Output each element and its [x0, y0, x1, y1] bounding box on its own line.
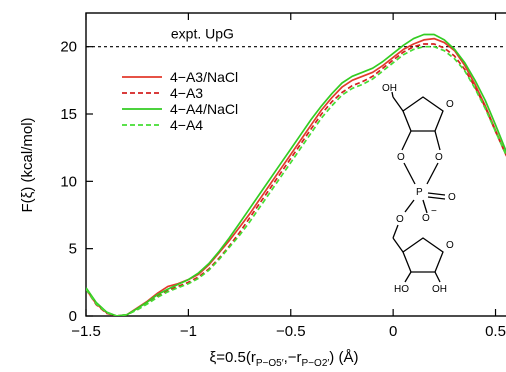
x-tick-label: −1.5 [71, 323, 101, 340]
bottom-ribose-ring [402, 237, 444, 273]
series-line-1 [86, 37, 506, 316]
x-tick-label: 0.5 [485, 323, 506, 340]
top-ribose-ring [402, 96, 444, 132]
series-line-2 [86, 43, 506, 316]
series-line-4 [86, 45, 506, 316]
y-tick-label: 15 [60, 106, 77, 123]
mol-label-o-bridge: O [396, 214, 404, 225]
o1-p-bond [403, 162, 416, 185]
top-ch2-bond [392, 96, 404, 112]
x-axis-label-prefix: ξ=0.5(r [210, 349, 256, 366]
o2-p-bond [426, 162, 439, 185]
x-axis-label: ξ=0.5(rP−O5′,−rP−O2′) (Å) [210, 349, 359, 369]
x-tick-label: 0 [389, 323, 397, 340]
series-group [86, 33, 506, 316]
mol-label-p: P [416, 187, 423, 198]
p-o-double-bond-b [427, 196, 446, 200]
mol-label-o1: O [397, 152, 405, 163]
legend-label: 4−A3/NaCl [170, 69, 238, 85]
p-o-minus-bond [422, 199, 428, 214]
legend-label: 4−A3 [170, 85, 203, 101]
x-axis-label-suffix: ) (Å) [329, 349, 358, 366]
series-line-3 [86, 33, 506, 316]
molecule-labels: OH O O O P O O − O O HO OH [382, 83, 456, 295]
bottom-oh-bond [434, 271, 441, 283]
x-axis-label-sub2: P−O2′ [302, 358, 330, 369]
y-tick-label: 10 [60, 173, 77, 190]
bottom-ch2-bond [392, 237, 404, 253]
p-o-double-bond-a [427, 192, 446, 196]
x-axis-label-sub1: P−O5′ [256, 358, 284, 369]
axis-ticks: −1.5 −1 −0.5 0 0.5 0 5 10 15 20 [60, 13, 506, 340]
x-axis-label-mid: ,−r [284, 349, 302, 366]
mol-label-o-minus: O [422, 213, 430, 224]
p-obridge-bond [404, 199, 415, 213]
bottom-ho-bond [404, 271, 412, 283]
mol-label-ring-o-bottom: O [446, 240, 454, 251]
x-tick-label: −0.5 [276, 323, 306, 340]
top-o1-bond [401, 130, 412, 151]
legend-label: 4−A4/NaCl [170, 101, 238, 117]
y-tick-label: 0 [69, 308, 77, 325]
mol-label-oh-bottom: OH [432, 284, 447, 295]
x-tick-label: −1 [180, 323, 197, 340]
upg-molecule-structure [391, 91, 446, 283]
plot-frame [85, 12, 506, 317]
mol-label-ho: HO [394, 284, 409, 295]
mol-label-ring-o-top: O [446, 99, 454, 110]
y-axis-label: F(ξ) (kcal/mol) [19, 117, 36, 212]
legend-label: 4−A4 [170, 117, 203, 133]
mol-label-minus: − [431, 206, 437, 217]
top-o2-bond [434, 130, 441, 151]
y-tick-label: 20 [60, 39, 77, 56]
mol-label-o-double: O [448, 192, 456, 203]
y-tick-label: 5 [69, 241, 77, 258]
obridge-ch2-bond [392, 224, 399, 239]
top-ch2-oh-bond [391, 91, 394, 98]
mol-label-o2: O [435, 152, 443, 163]
mol-label-oh-top: OH [382, 83, 397, 94]
expt-reference-label: expt. UpG [171, 26, 234, 42]
